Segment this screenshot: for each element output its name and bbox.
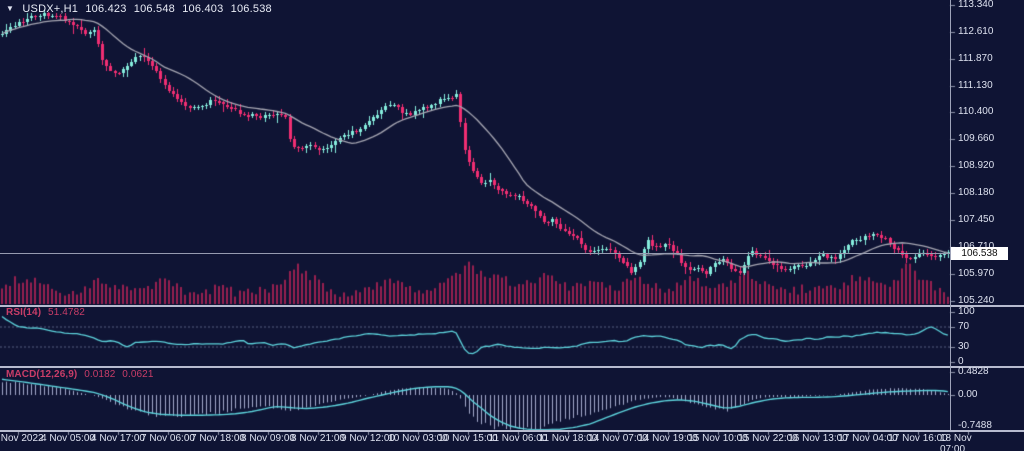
time-axis-label: 8 Nov 09:00	[241, 433, 295, 444]
time-axis-label: 14 Nov 07:00	[588, 433, 648, 444]
rsi-value: 51.4782	[48, 307, 85, 318]
time-axis-label: 3 Nov 2022	[0, 433, 44, 444]
time-axis-label: 4 Nov 17:00	[91, 433, 145, 444]
macd-scale-label: -0.7488	[958, 420, 992, 431]
ohlc-high: 106.548	[133, 3, 175, 15]
macd-signal-value: 0.0621	[122, 369, 154, 380]
time-axis-label: 7 Nov 06:00	[141, 433, 195, 444]
rsi-level-label: 30	[958, 340, 970, 352]
macd-name: MACD(12,26,9)	[6, 369, 78, 380]
macd-scale-label: 0.00	[958, 389, 978, 400]
price-axis-label: 107.450	[958, 214, 995, 226]
time-axis-label: 18 Nov 07:00	[940, 433, 972, 451]
price-axis-label: 111.130	[958, 79, 993, 91]
time-axis-label: 4 Nov 05:00	[41, 433, 95, 444]
price-axis-label: 106.710	[958, 241, 994, 252]
time-axis-label: 9 Nov 12:00	[341, 433, 395, 444]
rsi-name: RSI(14)	[6, 307, 42, 318]
price-axis-label: 113.340	[958, 0, 994, 11]
rsi-indicator-label: RSI(14) 51.4782	[6, 307, 89, 318]
time-axis-label: 8 Nov 21:00	[291, 433, 345, 444]
price-axis-label: 108.920	[958, 160, 995, 172]
macd-scale-label: 0.4828	[958, 365, 989, 377]
current-price-line	[0, 253, 950, 254]
current-price-badge: 106.538	[951, 247, 1008, 260]
time-axis-label: 14 Nov 19:00	[638, 433, 698, 444]
price-axis-label: 105.240	[958, 294, 995, 306]
rsi-level-label: 70	[958, 320, 970, 332]
time-axis-label: 15 Nov 22:00	[738, 433, 798, 444]
time-axis-label: 11 Nov 06:00	[488, 433, 548, 444]
time-axis-label: 17 Nov 16:00	[888, 433, 948, 444]
pane-separator-main-rsi[interactable]	[0, 305, 1024, 307]
price-axis-separator	[950, 0, 951, 430]
collapse-chart-icon[interactable]: ▼	[6, 4, 15, 13]
pane-separator-macd-timeaxis[interactable]	[0, 430, 1024, 432]
macd-indicator-label: MACD(12,26,9) 0.0182 0.0621	[6, 369, 157, 380]
time-axis-label: 15 Nov 10:00	[688, 433, 748, 444]
price-axis-label: 111.870	[958, 52, 993, 64]
symbol-period-label: USDX+,H1	[22, 3, 79, 15]
price-axis-label: 108.180	[958, 187, 995, 199]
time-axis-label: 7 Nov 18:00	[191, 433, 245, 444]
ohlc-low: 106.403	[182, 3, 224, 15]
macd-main-value: 0.0182	[84, 369, 116, 380]
price-axis-label: 105.970	[958, 268, 995, 280]
rsi-level-label: 0	[958, 355, 964, 367]
pane-separator-rsi-macd[interactable]	[0, 366, 1024, 368]
ohlc-close: 106.538	[230, 3, 272, 15]
price-axis-label: 112.610	[958, 25, 994, 37]
ohlc-open: 106.423	[85, 3, 127, 15]
time-axis-label: 10 Nov 15:00	[438, 433, 498, 444]
time-axis-label: 17 Nov 04:00	[838, 433, 898, 444]
rsi-level-label: 100	[958, 305, 975, 317]
price-axis-label: 109.660	[958, 133, 995, 145]
time-axis-label: 11 Nov 18:00	[538, 433, 598, 444]
time-axis-label: 10 Nov 03:00	[388, 433, 448, 444]
symbol-header[interactable]: ▼ USDX+,H1 106.423 106.548 106.403 106.5…	[6, 3, 276, 15]
time-axis-label: 16 Nov 13:00	[788, 433, 848, 444]
price-axis-label: 110.400	[958, 106, 994, 118]
